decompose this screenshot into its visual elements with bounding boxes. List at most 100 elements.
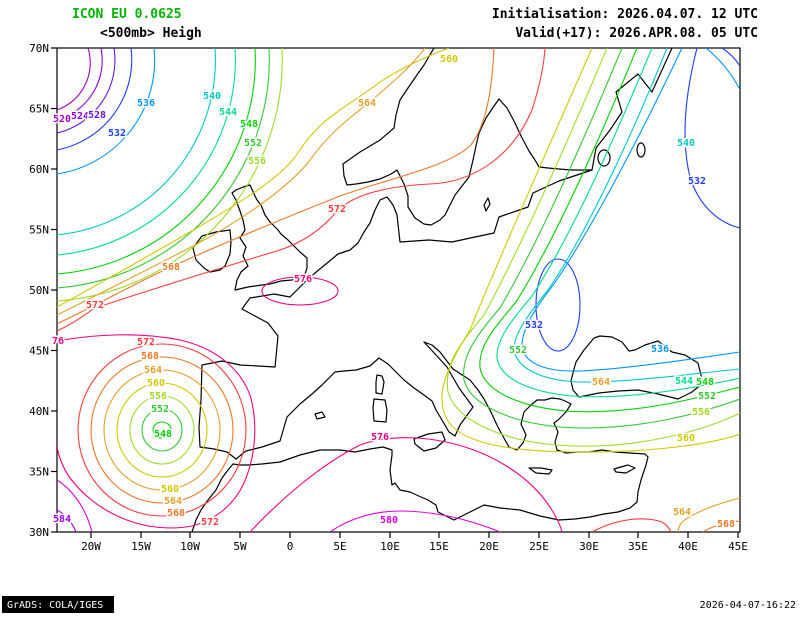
contour-line-560 (116, 382, 208, 478)
lon-tick-label: 15E (429, 540, 449, 553)
contour-line-548 (479, 48, 740, 413)
coastline-corsica (375, 374, 385, 395)
contour-label-544: 544 (219, 107, 237, 118)
contour-line-556 (57, 48, 283, 302)
lat-tick-label: 65N (29, 103, 49, 116)
contour-line-520 (57, 48, 91, 111)
contour-label-548: 548 (696, 377, 714, 388)
contour-label-528: 528 (88, 110, 106, 121)
coastline-scandinavia (342, 48, 593, 226)
contour-label-524: 524 (71, 111, 89, 122)
lon-tick-label: 5E (333, 540, 346, 553)
contour-line-536 (521, 48, 740, 372)
contour-label-568: 568 (167, 508, 185, 519)
coastline-black-sea (570, 335, 704, 400)
contour-line-572 (591, 518, 672, 532)
contour-line-560 (57, 48, 450, 308)
field-title: <500mb> Heigh (100, 26, 202, 41)
lat-tick-label: 40N (29, 405, 49, 418)
contour-label-584: 584 (53, 514, 71, 525)
height-contours (57, 48, 740, 532)
contour-label-520: 520 (53, 114, 71, 125)
lat-tick-label: 50N (29, 284, 49, 297)
coastline-great-britain (231, 184, 308, 291)
contour-label-572: 572 (137, 337, 155, 348)
contour-label-556: 556 (248, 156, 266, 167)
contour-line-552 (463, 48, 740, 429)
lon-tick-label: 35E (628, 540, 648, 553)
lat-tick-label: 45N (29, 345, 49, 358)
contour-line-552 (57, 48, 270, 289)
contour-label-556: 556 (692, 407, 710, 418)
map-frame (56, 47, 741, 533)
contour-line-580 (329, 510, 501, 532)
contour-label-536: 536 (651, 344, 669, 355)
contour-line-576 (249, 437, 563, 532)
lat-tick-label: 30N (29, 526, 49, 539)
contour-label-572: 572 (201, 517, 219, 528)
contour-label-572: 572 (86, 300, 104, 311)
contour-label-564: 564 (358, 98, 376, 109)
grads-stamp-box (2, 596, 114, 613)
model-title: ICON EU 0.0625 (72, 7, 182, 22)
contour-label-564: 564 (673, 507, 691, 518)
coastline-mallorca (314, 411, 326, 420)
contour-line-580 (57, 479, 93, 532)
contour-line-532 (684, 48, 740, 229)
coastline-sardinia (372, 398, 388, 423)
contour-label-544: 544 (675, 376, 693, 387)
coastlines (191, 48, 704, 532)
contour-label-560: 560 (440, 54, 458, 65)
lon-tick-label: 0 (287, 540, 294, 553)
contour-line-584 (57, 509, 77, 532)
creation-timestamp: 2026-04-07-16:22 (700, 600, 796, 611)
contour-line-544 (57, 48, 236, 256)
contour-line-552 (141, 408, 183, 452)
contour-label-568: 568 (141, 351, 159, 362)
contour-line-548 (57, 48, 256, 275)
contour-label-564: 564 (164, 496, 182, 507)
contour-label-536: 536 (137, 98, 155, 109)
contour-line-564 (677, 497, 740, 532)
contour-label-568: 568 (162, 262, 180, 273)
lake-onega (636, 142, 646, 158)
contour-label-540: 540 (203, 91, 221, 102)
contour-label-540: 540 (677, 138, 695, 149)
coastline-sicily (413, 431, 446, 452)
axes: 70N 65N 60N 55N 50N 45N 40N 35N 30N 20W 15W 10W 5W 0 5… (29, 42, 748, 553)
contour-line-568 (90, 356, 234, 504)
contour-label-560: 560 (161, 484, 179, 495)
contour-line-576 (261, 276, 339, 306)
contour-label-580: 580 (380, 515, 398, 526)
lon-tick-label: 5W (233, 540, 247, 553)
contour-label-568: 568 (717, 519, 735, 530)
lon-tick-label: 20W (81, 540, 101, 553)
lon-tick-label: 15W (131, 540, 151, 553)
lon-tick-label: 25E (529, 540, 549, 553)
lat-tick-label: 70N (29, 42, 49, 55)
contour-label-532: 532 (108, 128, 126, 139)
contour-line-532 (535, 258, 581, 352)
contour-line-564 (57, 48, 426, 316)
lon-tick-label: 45E (728, 540, 748, 553)
contour-line-560 (441, 48, 740, 453)
contour-line-556 (446, 48, 740, 447)
contour-line-548 (152, 421, 172, 439)
grads-credit: GrADS: COLA/IGES (7, 600, 103, 611)
init-time-label: Initialisation: 2026.04.07. 12 UTC (492, 7, 758, 22)
lon-tick-label: 40E (678, 540, 698, 553)
contour-line-572 (57, 48, 546, 332)
contour-line-576 (57, 334, 256, 529)
lat-tick-label: 35N (29, 466, 49, 479)
coastline-mediterranean-africa (191, 341, 649, 532)
lat-tick-label: 55N (29, 224, 49, 237)
contour-label-548: 548 (154, 429, 172, 440)
contour-line-536 (57, 48, 156, 175)
contour-line-564 (103, 369, 221, 491)
lon-tick-label: 30E (579, 540, 599, 553)
contour-line-544 (496, 48, 740, 398)
contour-label-572: 572 (328, 204, 346, 215)
contour-label-532: 532 (525, 320, 543, 331)
